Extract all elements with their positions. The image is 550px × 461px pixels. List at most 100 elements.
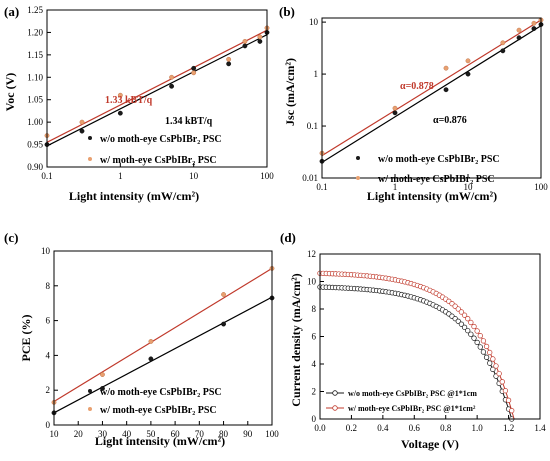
panel-c-series-0-point bbox=[148, 356, 154, 362]
panel-b-legend: w/o moth-eye CsPbIBr₂ PSC w/ moth-eye Cs… bbox=[356, 154, 500, 185]
panel-c-ylabel: PCE (%) bbox=[19, 315, 33, 362]
panel-d-curve-1-marker bbox=[461, 312, 468, 318]
panel-c-series-1-point bbox=[221, 292, 226, 297]
panel-d-curve-1-marker bbox=[471, 323, 477, 330]
panel-a-series-0-point bbox=[257, 39, 263, 44]
panel-a-frame bbox=[46, 9, 268, 168]
panel-d-xtick-label: 1.2 bbox=[503, 423, 514, 433]
panel-b-series-0-point bbox=[392, 110, 398, 116]
panel-a-xtick-label: 1 bbox=[118, 171, 123, 181]
panel-c-fit-line-0 bbox=[53, 296, 273, 414]
panel-d-xlabel: Voltage (V) bbox=[401, 437, 459, 451]
panel-c-legend-label-1: w/ moth-eye CsPbIBr₂ PSC bbox=[100, 405, 217, 416]
panel-a-ytick-label: 0.95 bbox=[27, 140, 43, 150]
panel-b-legend-marker-0 bbox=[356, 156, 360, 160]
panel-d-ylabel: Current density (mA/cm²) bbox=[289, 273, 303, 406]
panel-c-xtick-label: 70 bbox=[195, 429, 205, 439]
panel-b-series-0-point bbox=[465, 71, 471, 77]
panel-d-curve-1-marker bbox=[499, 379, 505, 385]
panel-b-series-0-point bbox=[531, 26, 537, 32]
panel-a-series-0-point bbox=[79, 128, 85, 134]
panel-b-xtick-label: 1 bbox=[393, 182, 398, 192]
panel-a-legend-label-0: w/o moth-eye CsPbIBr₂ PSC bbox=[100, 134, 222, 145]
panel-d-curve-0-marker bbox=[468, 331, 474, 337]
panel-c-series-0-point bbox=[221, 321, 226, 327]
panel-b-annotation-plain: α=0.876 bbox=[433, 115, 467, 126]
panel-b-xtick-label: 10 bbox=[464, 182, 474, 192]
panel-d-xtick-label: 1.4 bbox=[534, 423, 546, 433]
panel-a-series-0-point bbox=[226, 61, 232, 67]
panel-a-label: (a) bbox=[4, 4, 19, 19]
panel-c-xtick-label: 50 bbox=[146, 429, 156, 439]
panel-c-xtick-label: 90 bbox=[243, 429, 253, 439]
panel-c-ytick-label: 10 bbox=[41, 246, 51, 256]
panel-b-label: (b) bbox=[279, 4, 295, 19]
panel-c: (c) PCE (%) Light intensity (mW/cm²) 10 2… bbox=[4, 230, 279, 448]
panel-a-ytick-label: 1.00 bbox=[27, 117, 43, 127]
panel-c-xtick-label: 60 bbox=[171, 429, 181, 439]
panel-b-ytick-label: 0.1 bbox=[307, 121, 318, 131]
panel-a-ytick-label: 1.25 bbox=[27, 5, 43, 15]
panel-d-curve-0-marker bbox=[471, 335, 477, 341]
panel-a-series-0-point bbox=[117, 110, 123, 116]
panel-d-curve-0-marker bbox=[483, 354, 490, 360]
panel-d-curve-1-marker bbox=[509, 408, 515, 414]
panel-d-xtick-label: 0.8 bbox=[440, 423, 452, 433]
panel-d-curve-0-marker bbox=[474, 339, 480, 346]
panel-a-annotation-plain: 1.34 kBT/q bbox=[165, 116, 213, 127]
panel-d-curve-0-marker bbox=[465, 327, 471, 334]
panel-b-annotation-moth: α=0.878 bbox=[400, 81, 434, 92]
panel-d-xtick-label: 0.2 bbox=[346, 423, 357, 433]
panel-a-xtick-label: 10 bbox=[189, 171, 199, 181]
panel-c-series-0-point bbox=[100, 386, 105, 391]
panel-d-ytick-label: 0 bbox=[312, 414, 317, 424]
panel-c-xtick-label: 30 bbox=[98, 429, 108, 439]
panel-b-frame bbox=[321, 17, 542, 179]
panel-a-series-1-point bbox=[242, 39, 248, 44]
panel-d-curve-1-marker bbox=[480, 338, 487, 344]
panel-d-xtick-label: 0.6 bbox=[409, 423, 421, 433]
panel-a-xlabel: Light intensity (mW/cm²) bbox=[69, 189, 199, 203]
panel-d-legend: w/o moth-eye CsPbIBr₂ PSC @1*1cm w/ moth… bbox=[326, 389, 477, 413]
panel-c-ytick-label: 6 bbox=[46, 316, 51, 326]
panel-a-xtick-label: 0.1 bbox=[41, 171, 52, 181]
panel-b-series-0-point bbox=[516, 35, 522, 41]
panel-c-xtick-label: 80 bbox=[219, 429, 229, 439]
panel-a-series-0-point bbox=[191, 65, 197, 71]
panel-c-xlabel: Light intensity (mW/cm²) bbox=[95, 434, 225, 448]
panel-c-xtick-label: 10 bbox=[50, 429, 60, 439]
panel-b-series-0-point bbox=[443, 87, 449, 93]
panel-a-series-1-point bbox=[257, 34, 263, 40]
panel-d-curve-0-marker bbox=[458, 321, 465, 327]
panel-b-fit-line-0 bbox=[321, 25, 542, 163]
panel-a-annotation-moth: 1.33 kBT/q bbox=[105, 95, 153, 106]
panel-d-curve-0-marker bbox=[480, 349, 487, 355]
panel-d: (d) Current density (mA/cm²) Voltage (V)… bbox=[280, 230, 546, 451]
panel-b-series-1-point bbox=[500, 40, 506, 46]
panel-d-ytick-label: 4 bbox=[312, 359, 317, 369]
panel-d-ytick-label: 10 bbox=[307, 277, 317, 287]
panel-c-legend-marker-1 bbox=[88, 407, 92, 411]
panel-d-legend-marker-0 bbox=[332, 390, 338, 396]
panel-a-series-0-point bbox=[169, 83, 174, 89]
panel-d-curve-1-marker bbox=[468, 319, 474, 326]
panel-d-curve-0-marker bbox=[490, 366, 496, 372]
panel-c-xtick-label: 100 bbox=[265, 429, 279, 439]
panel-a-ytick-label: 0.90 bbox=[27, 162, 43, 172]
panel-d-ytick-label: 8 bbox=[312, 304, 317, 314]
panel-b-legend-label-1: w/ moth-eye CsPbIBr₂ PSC bbox=[378, 174, 495, 185]
panel-d-ytick-label: 12 bbox=[307, 249, 316, 259]
panel-b-series-1-point bbox=[465, 58, 471, 64]
panel-c-ytick-label: 8 bbox=[46, 281, 51, 291]
panel-d-curve-0-marker bbox=[477, 344, 483, 350]
panel-a-xtick-label: 100 bbox=[260, 171, 274, 181]
panel-d-legend-marker-1 bbox=[332, 405, 338, 411]
panel-a-series-1-point bbox=[117, 92, 123, 98]
panel-b-xlabel: Light intensity (mW/cm²) bbox=[367, 189, 497, 203]
panel-b-xtick-label: 100 bbox=[534, 182, 548, 192]
panel-b-ytick-label: 0.01 bbox=[302, 173, 318, 183]
panel-b-legend-marker-1 bbox=[356, 176, 360, 180]
panel-c-label: (c) bbox=[4, 230, 18, 245]
panel-d-curve-1-marker bbox=[496, 370, 502, 377]
